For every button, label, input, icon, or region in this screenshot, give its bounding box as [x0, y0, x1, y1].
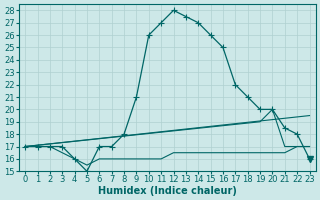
X-axis label: Humidex (Indice chaleur): Humidex (Indice chaleur): [98, 186, 237, 196]
